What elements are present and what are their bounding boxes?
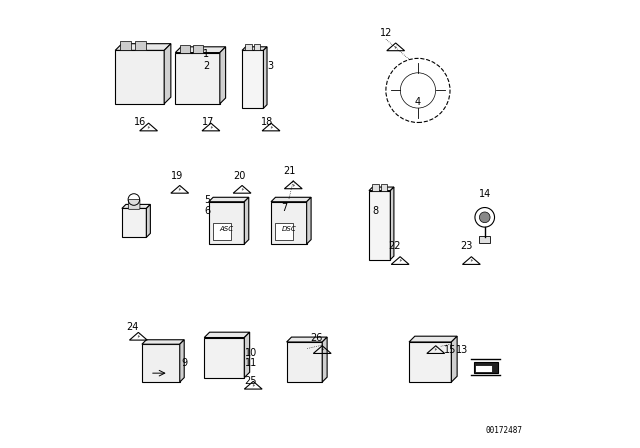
Text: 2: 2 <box>204 61 209 71</box>
Polygon shape <box>147 204 150 237</box>
FancyBboxPatch shape <box>180 44 189 52</box>
FancyBboxPatch shape <box>213 223 231 240</box>
Text: 23: 23 <box>461 241 473 251</box>
FancyBboxPatch shape <box>474 362 498 373</box>
Polygon shape <box>287 337 327 342</box>
FancyBboxPatch shape <box>287 342 322 382</box>
Text: ⚡: ⚡ <box>321 347 324 352</box>
Polygon shape <box>220 47 226 104</box>
Polygon shape <box>180 340 184 382</box>
FancyBboxPatch shape <box>204 337 244 378</box>
FancyBboxPatch shape <box>175 52 220 104</box>
Text: ⚡: ⚡ <box>252 383 255 388</box>
Polygon shape <box>115 44 171 50</box>
Text: 20: 20 <box>233 171 245 181</box>
FancyBboxPatch shape <box>242 50 264 108</box>
Text: 16: 16 <box>134 116 146 127</box>
Polygon shape <box>244 197 249 244</box>
Text: 18: 18 <box>261 116 273 127</box>
Polygon shape <box>322 337 327 382</box>
Text: ⚡: ⚡ <box>434 347 438 352</box>
Polygon shape <box>209 197 249 202</box>
Text: 7: 7 <box>281 203 287 213</box>
Text: 21: 21 <box>284 167 296 177</box>
Polygon shape <box>271 197 311 202</box>
Polygon shape <box>244 332 250 378</box>
FancyBboxPatch shape <box>369 190 390 260</box>
FancyBboxPatch shape <box>120 42 131 50</box>
Text: 8: 8 <box>372 206 379 215</box>
Text: 00172487: 00172487 <box>486 426 523 435</box>
Text: 3: 3 <box>267 61 273 71</box>
Polygon shape <box>142 340 184 344</box>
Text: 5: 5 <box>205 194 211 205</box>
Text: ⚡: ⚡ <box>147 125 150 129</box>
FancyBboxPatch shape <box>193 44 203 52</box>
FancyBboxPatch shape <box>254 44 260 50</box>
Text: 10: 10 <box>245 348 257 358</box>
FancyBboxPatch shape <box>372 184 379 190</box>
Text: 6: 6 <box>205 206 211 215</box>
Text: 24: 24 <box>126 322 138 332</box>
FancyBboxPatch shape <box>209 202 244 244</box>
Text: ⚡: ⚡ <box>399 258 402 263</box>
Polygon shape <box>451 336 457 382</box>
FancyBboxPatch shape <box>129 199 140 209</box>
Polygon shape <box>264 47 267 108</box>
Polygon shape <box>175 47 226 52</box>
Text: ⚡: ⚡ <box>292 182 295 187</box>
Text: 1: 1 <box>204 49 209 59</box>
FancyBboxPatch shape <box>409 342 451 382</box>
Text: ⚡: ⚡ <box>209 125 212 129</box>
FancyBboxPatch shape <box>475 365 492 372</box>
Text: ⚡: ⚡ <box>470 258 473 263</box>
FancyBboxPatch shape <box>271 202 307 244</box>
FancyBboxPatch shape <box>479 237 490 243</box>
Text: 15: 15 <box>444 345 456 354</box>
Text: ⚡: ⚡ <box>269 125 273 129</box>
Text: 14: 14 <box>479 189 491 199</box>
Polygon shape <box>369 187 394 190</box>
Text: 11: 11 <box>245 358 257 368</box>
Text: ⚡: ⚡ <box>137 334 140 339</box>
Text: DSC: DSC <box>282 226 296 232</box>
FancyBboxPatch shape <box>135 42 147 50</box>
Text: 13: 13 <box>456 345 468 354</box>
Polygon shape <box>307 197 311 244</box>
FancyBboxPatch shape <box>275 223 293 240</box>
Text: 25: 25 <box>244 376 257 386</box>
Text: ⚡: ⚡ <box>241 187 244 192</box>
Text: 12: 12 <box>380 28 392 38</box>
Text: ⚡: ⚡ <box>394 44 397 49</box>
Polygon shape <box>390 187 394 260</box>
Polygon shape <box>409 336 457 342</box>
Circle shape <box>479 212 490 223</box>
Polygon shape <box>204 332 250 337</box>
Text: 4: 4 <box>415 97 421 107</box>
FancyBboxPatch shape <box>142 344 180 382</box>
FancyBboxPatch shape <box>381 184 387 190</box>
FancyBboxPatch shape <box>245 44 252 50</box>
FancyBboxPatch shape <box>122 208 147 237</box>
Text: 22: 22 <box>388 241 401 251</box>
Polygon shape <box>242 47 267 50</box>
Text: ⚡: ⚡ <box>178 187 182 192</box>
Polygon shape <box>164 44 171 104</box>
Text: 26: 26 <box>310 332 323 343</box>
FancyBboxPatch shape <box>115 50 164 104</box>
Text: 17: 17 <box>202 116 214 127</box>
Text: 19: 19 <box>172 171 184 181</box>
Text: ASC: ASC <box>220 226 234 232</box>
Polygon shape <box>122 204 150 208</box>
Text: 9: 9 <box>181 358 188 368</box>
